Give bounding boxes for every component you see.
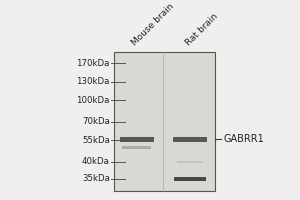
Text: 40kDa: 40kDa [82, 157, 110, 166]
FancyBboxPatch shape [114, 52, 215, 191]
Text: 100kDa: 100kDa [76, 96, 110, 105]
FancyBboxPatch shape [173, 137, 207, 142]
Text: 35kDa: 35kDa [82, 174, 110, 183]
Text: 70kDa: 70kDa [82, 117, 110, 126]
Text: 55kDa: 55kDa [82, 136, 110, 145]
Text: Rat brain: Rat brain [184, 11, 219, 47]
FancyBboxPatch shape [119, 137, 154, 142]
Text: 170kDa: 170kDa [76, 59, 110, 68]
FancyBboxPatch shape [122, 146, 152, 149]
Text: GABRR1: GABRR1 [224, 134, 265, 144]
Text: 130kDa: 130kDa [76, 77, 110, 86]
Text: Mouse brain: Mouse brain [130, 1, 176, 47]
FancyBboxPatch shape [177, 161, 203, 163]
FancyBboxPatch shape [174, 177, 206, 181]
